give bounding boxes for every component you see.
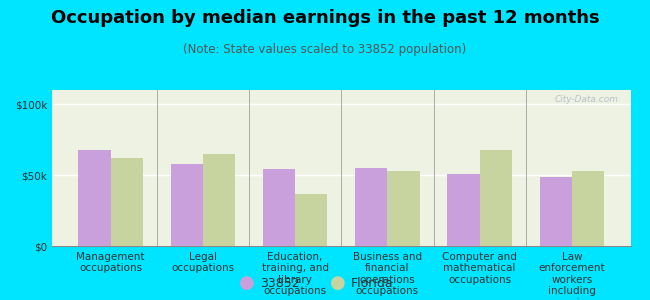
Bar bbox=[355, 168, 387, 246]
Text: Occupation by median earnings in the past 12 months: Occupation by median earnings in the pas… bbox=[51, 9, 599, 27]
Bar bbox=[540, 176, 572, 246]
Bar bbox=[387, 171, 420, 246]
Bar bbox=[263, 169, 295, 246]
Text: Florida: Florida bbox=[351, 277, 394, 290]
Text: City-Data.com: City-Data.com bbox=[555, 95, 619, 104]
Text: ●: ● bbox=[330, 274, 346, 292]
Bar bbox=[203, 154, 235, 246]
Bar bbox=[572, 171, 604, 246]
Text: ●: ● bbox=[239, 274, 255, 292]
Text: (Note: State values scaled to 33852 population): (Note: State values scaled to 33852 popu… bbox=[183, 44, 467, 56]
Bar bbox=[480, 150, 512, 246]
Text: 33852: 33852 bbox=[260, 277, 300, 290]
Bar bbox=[170, 164, 203, 246]
Bar bbox=[78, 150, 111, 246]
Bar bbox=[295, 194, 328, 246]
Bar bbox=[447, 174, 480, 246]
Bar bbox=[111, 158, 143, 246]
